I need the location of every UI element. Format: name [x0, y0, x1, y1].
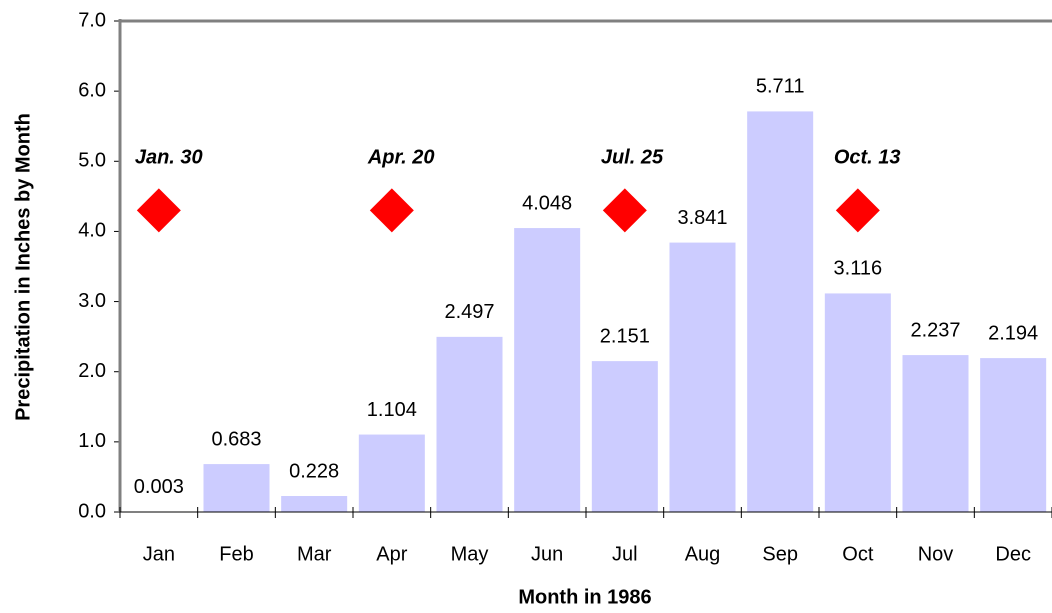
bar [436, 336, 503, 512]
value-label: 0.683 [211, 428, 261, 450]
bar [591, 361, 658, 512]
value-label: 2.194 [988, 322, 1038, 344]
marker [602, 188, 647, 233]
annotation: Jan. 30 [135, 147, 203, 169]
y-tick-label: 5.0 [78, 150, 106, 172]
y-tick-label: 2.0 [78, 360, 106, 382]
x-tick-label: Aug [685, 543, 721, 565]
value-label: 3.841 [677, 207, 727, 229]
value-label: 1.104 [367, 399, 417, 421]
value-label: 0.003 [134, 476, 184, 498]
annotation: Apr. 20 [367, 147, 435, 169]
marker [835, 188, 880, 233]
x-tick-label: Dec [995, 543, 1031, 565]
x-tick-label: Jul [612, 543, 638, 565]
annotation: Jul. 25 [601, 147, 664, 169]
value-label: 5.711 [756, 76, 805, 98]
bar [514, 228, 581, 513]
bar [902, 355, 969, 512]
x-tick-label: Feb [219, 543, 253, 565]
value-label: 3.116 [834, 258, 883, 280]
y-tick-label: 7.0 [78, 9, 106, 31]
annotation: Oct. 13 [834, 147, 901, 169]
bar [980, 358, 1047, 512]
y-tick-label: 1.0 [78, 430, 106, 452]
x-tick-label: Oct [842, 543, 874, 565]
x-tick-label: Jun [531, 543, 563, 565]
bar [358, 434, 425, 512]
bar [281, 496, 348, 512]
x-tick-label: Apr [376, 543, 407, 565]
x-tick-label: Nov [918, 543, 954, 565]
x-tick-label: Jan [143, 543, 175, 565]
bar [824, 293, 891, 512]
y-tick-label: 0.0 [78, 500, 106, 522]
value-label: 0.228 [289, 460, 339, 482]
y-tick-label: 3.0 [78, 290, 106, 312]
y-tick-label: 4.0 [78, 220, 106, 242]
x-tick-label: Mar [297, 543, 332, 565]
value-label: 4.048 [522, 192, 572, 214]
x-axis-label: Month in 1986 [518, 586, 651, 608]
marker [369, 188, 414, 233]
y-axis-label: Precipitation in Inches by Month [12, 113, 34, 421]
x-tick-label: May [451, 543, 489, 565]
value-label: 2.151 [600, 325, 650, 347]
value-label: 2.237 [910, 319, 960, 341]
bar [669, 242, 736, 512]
y-tick-label: 6.0 [78, 79, 106, 101]
bar [747, 111, 814, 512]
x-tick-label: Sep [762, 543, 798, 565]
bar [203, 464, 270, 512]
marker [136, 188, 181, 233]
value-label: 2.497 [444, 301, 494, 323]
